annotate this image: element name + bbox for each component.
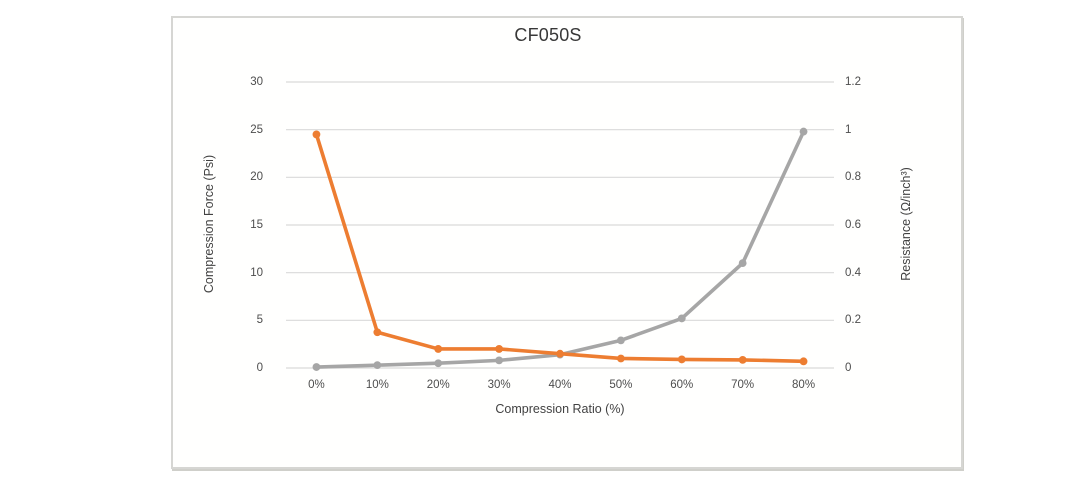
y-right-tick: 1.2 (845, 76, 861, 88)
data-point (495, 345, 504, 353)
x-tick: 50% (609, 379, 633, 391)
x-tick: 70% (731, 379, 755, 391)
x-tick: 0% (308, 379, 325, 391)
y-right-tick: 1 (845, 123, 852, 136)
x-tick: 30% (487, 379, 511, 391)
data-point (677, 355, 686, 364)
y-left-tick: 30 (250, 76, 263, 88)
data-point (556, 349, 564, 358)
chart-title: CF050S (514, 25, 582, 45)
y-left-tick: 25 (250, 123, 263, 136)
x-tick: 40% (548, 379, 572, 391)
data-point (312, 130, 321, 139)
x-tick: 80% (792, 379, 816, 391)
data-point (799, 357, 808, 366)
data-point (738, 259, 747, 268)
data-point (616, 336, 625, 345)
left-axis-title: Compression Force (Psi) (202, 154, 216, 294)
x-tick: 60% (670, 379, 694, 391)
data-point (677, 314, 686, 323)
y-right-tick: 0.6 (845, 219, 861, 231)
chart-panel (171, 16, 963, 469)
y-left-tick: 20 (250, 171, 263, 184)
y-right-tick: 0.8 (845, 171, 861, 184)
y-left-tick: 10 (250, 266, 263, 279)
series-line-resistance (314, 132, 806, 364)
y-left-tick: 0 (256, 362, 263, 374)
data-point (616, 354, 625, 363)
y-right-tick: 0 (845, 362, 852, 374)
y-left-tick: 15 (250, 219, 263, 231)
y-right-tick: 0.2 (845, 314, 861, 327)
y-left-tick: 5 (256, 314, 263, 327)
data-point (799, 127, 808, 136)
x-tick: 20% (426, 379, 450, 391)
x-axis-title: Compression Ratio (%) (495, 402, 625, 416)
data-point (373, 361, 382, 370)
data-point (312, 363, 321, 371)
data-point (738, 355, 747, 364)
data-point (434, 359, 443, 368)
y-right-tick: 0.4 (845, 266, 861, 279)
data-point (434, 345, 443, 353)
right-axis-title: Resistance (Ω/inch³) (899, 167, 913, 281)
series-line-compression-force (314, 129, 806, 369)
data-point (373, 328, 382, 337)
data-point (495, 356, 504, 365)
x-tick: 10% (365, 379, 389, 391)
